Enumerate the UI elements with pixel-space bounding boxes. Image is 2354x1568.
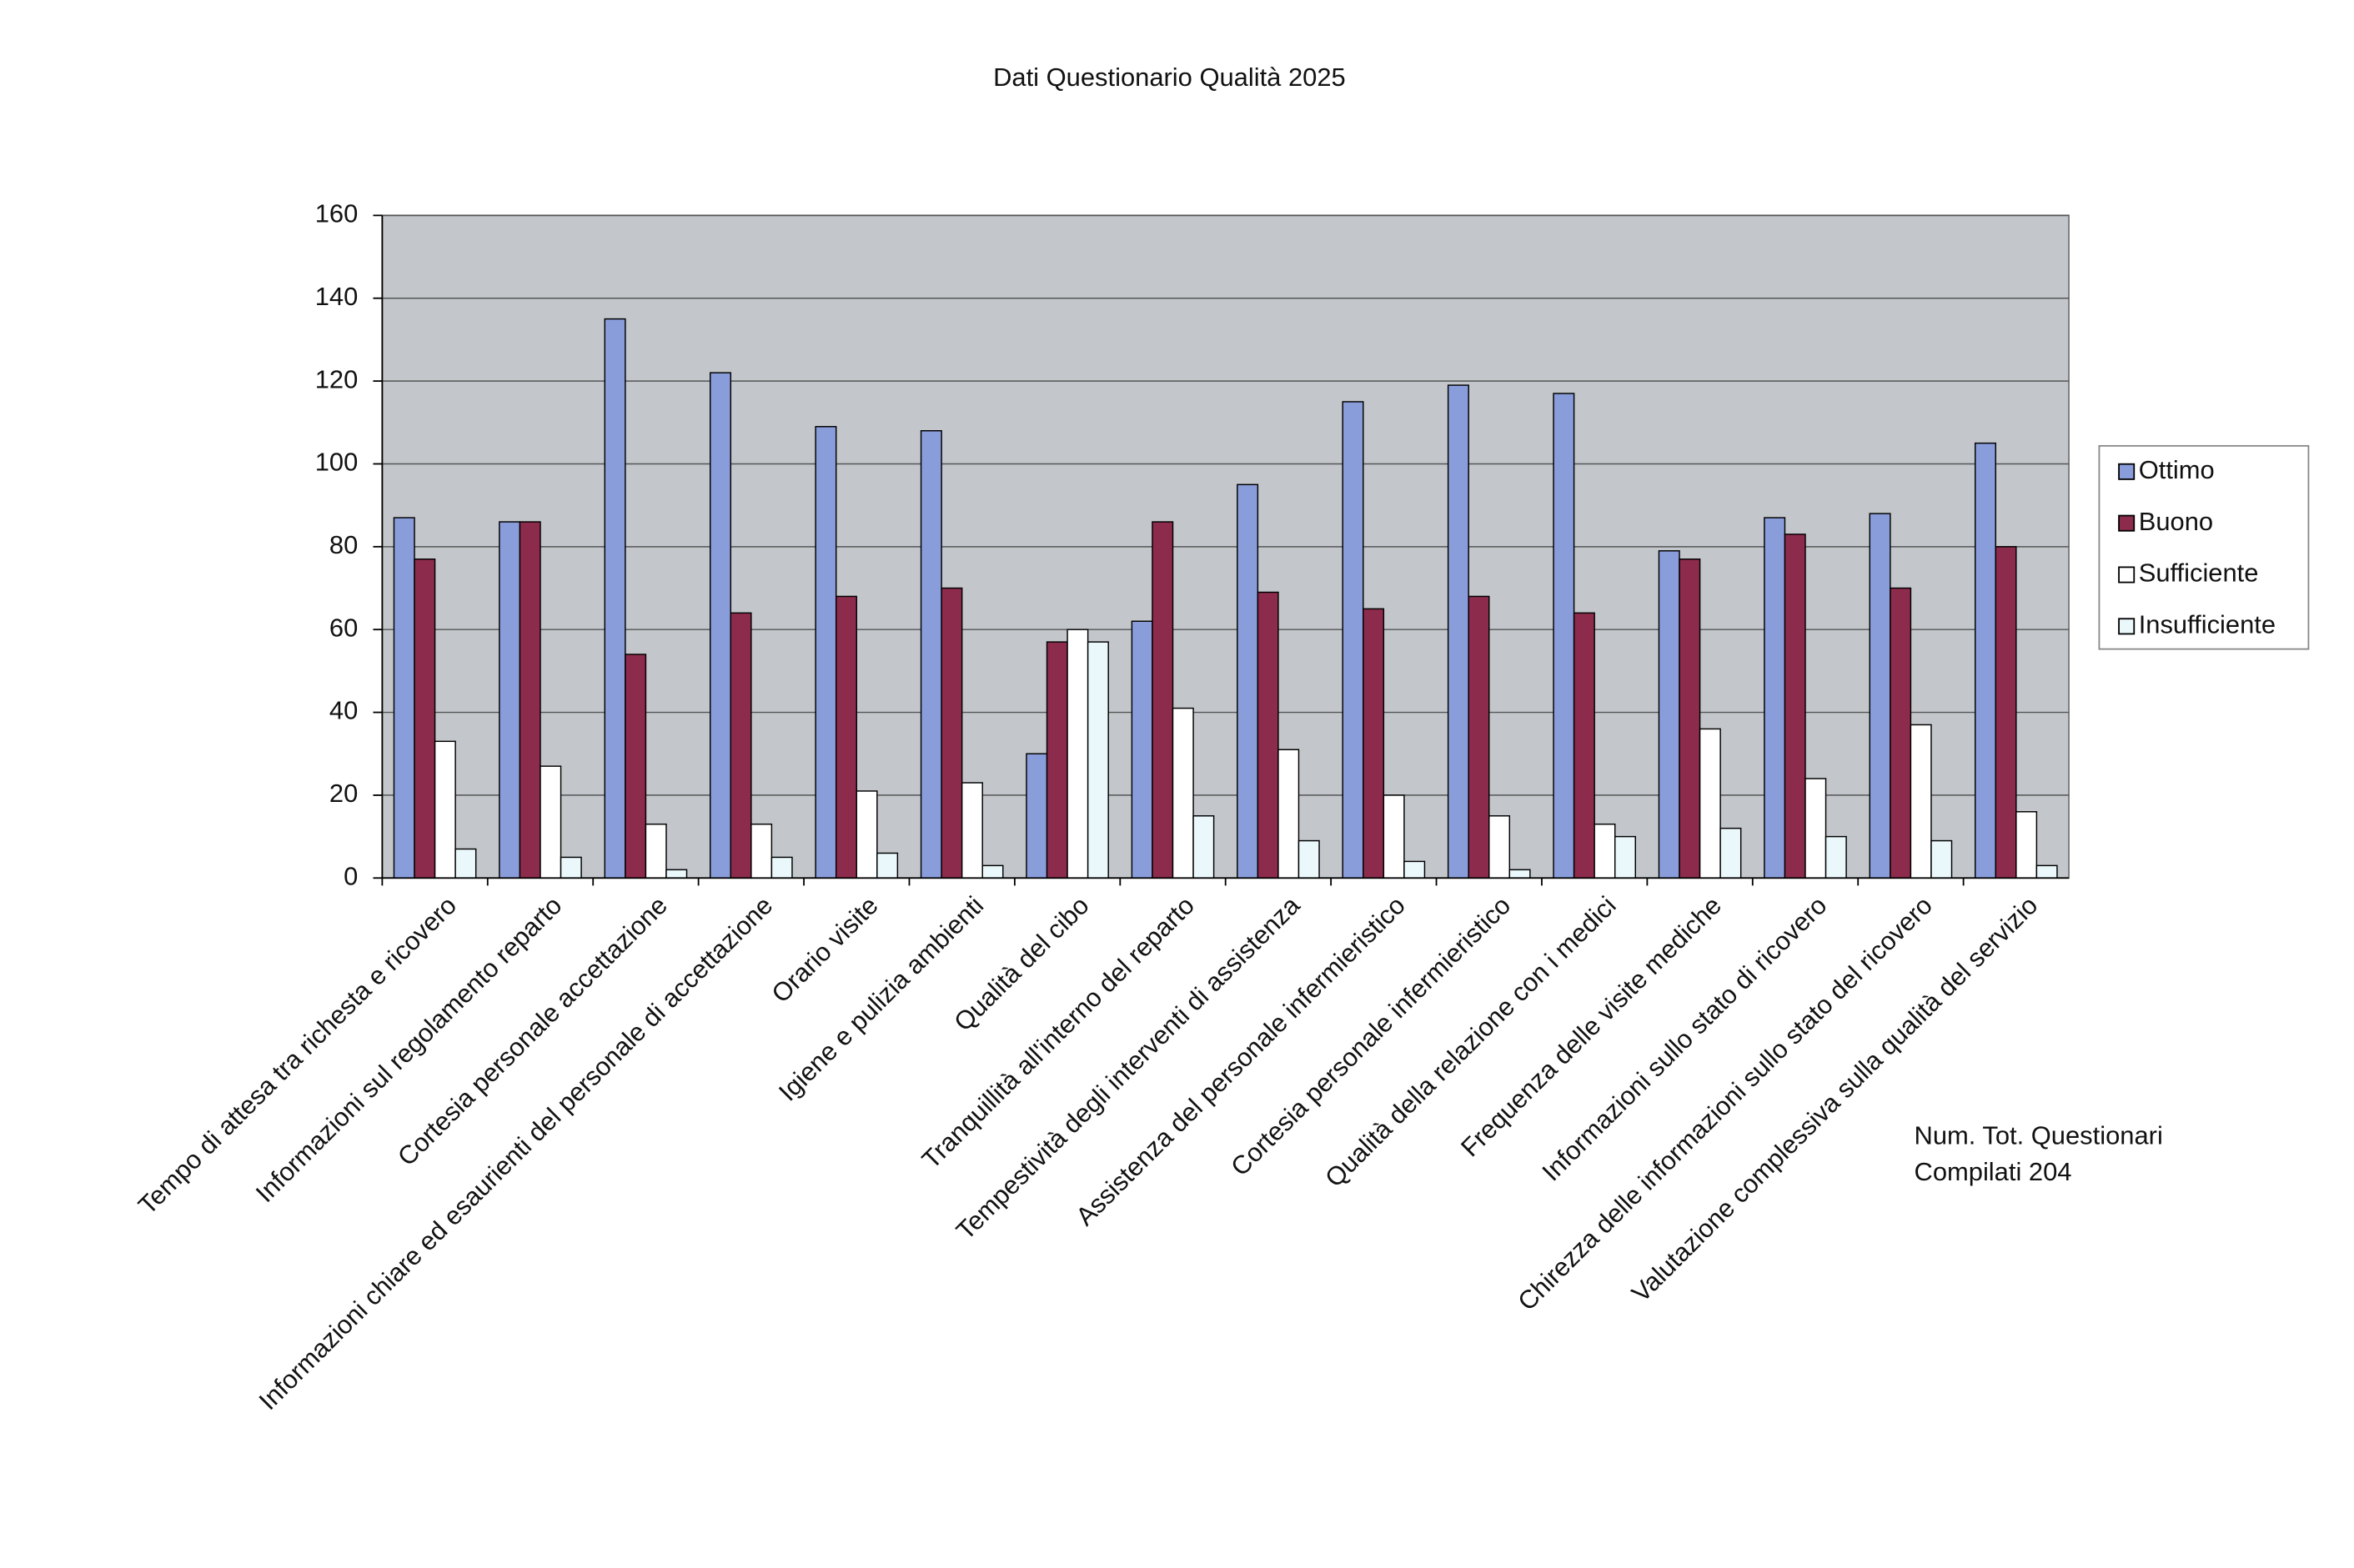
bar [1447, 384, 1469, 879]
bar [499, 521, 521, 879]
note: Num. Tot. Questionari [1915, 1120, 2163, 1150]
bar [414, 559, 436, 879]
bar [1403, 860, 1426, 879]
y-tick-label: 100 [315, 448, 359, 477]
bar [1699, 728, 1721, 879]
y-tick-label: 160 [315, 199, 359, 228]
bar [1488, 815, 1511, 879]
bar [941, 587, 963, 879]
bar [1614, 835, 1637, 879]
y-tick-label: 60 [329, 613, 358, 642]
bar [1277, 749, 1300, 879]
bar [1046, 641, 1068, 879]
bar [625, 654, 647, 879]
bar [815, 426, 837, 879]
bar [1508, 869, 1531, 879]
bar [665, 869, 688, 879]
bar [2015, 811, 2038, 879]
bar [1237, 483, 1259, 879]
y-tick-label: 80 [329, 530, 358, 559]
bar [1026, 753, 1048, 879]
bar [1363, 608, 1385, 879]
bar [1784, 534, 1806, 879]
legend-swatch [2118, 463, 2136, 480]
bar [1974, 442, 1997, 879]
y-tick-label: 40 [329, 696, 358, 725]
bar [1910, 724, 1932, 879]
bar [540, 765, 562, 879]
x-tick-label: Informazioni chiare ed esaurienti del pe… [253, 890, 779, 1415]
bar [434, 740, 456, 879]
legend-swatch [2118, 514, 2136, 532]
bar [835, 595, 857, 879]
note: Compilati 204 [1915, 1157, 2072, 1186]
bar [1658, 550, 1680, 879]
legend-label: Insufficiente [2139, 610, 2276, 639]
y-tick-label: 0 [344, 861, 358, 890]
bar [1804, 778, 1827, 879]
legend-label: Sufficiente [2139, 559, 2259, 588]
bar [730, 612, 752, 879]
bar [1342, 401, 1364, 879]
bar [1890, 587, 1912, 879]
legend-label: Ottimo [2139, 455, 2215, 484]
bar [1995, 546, 2017, 879]
bar [1192, 815, 1215, 879]
bar [920, 430, 942, 879]
y-tick-label: 140 [315, 282, 359, 311]
bar [1679, 559, 1701, 879]
bar [1594, 823, 1616, 879]
bar [393, 517, 415, 879]
bar [1824, 835, 1847, 879]
bar [604, 318, 626, 879]
bar [2035, 864, 2058, 879]
bar [1257, 591, 1279, 879]
bar [519, 521, 541, 879]
bar [454, 848, 477, 879]
y-tick-label: 20 [329, 779, 358, 808]
bar [1172, 707, 1194, 879]
bar [1297, 839, 1320, 879]
x-tick-label: Valutazione complessiva sulla qualità de… [1626, 890, 2044, 1308]
bar [1067, 629, 1089, 879]
bar [1764, 517, 1786, 879]
bar [1719, 827, 1742, 879]
legend-label: Buono [2139, 507, 2213, 536]
legend-swatch [2118, 566, 2136, 584]
bar [1930, 839, 1953, 879]
bar [1468, 595, 1490, 879]
bar [1383, 794, 1405, 879]
x-tick-label: Igiene e pulizia ambienti [773, 890, 989, 1106]
chart-title: Dati Questionario Qualità 2025 [993, 63, 1346, 92]
bar [770, 856, 793, 879]
bar [981, 864, 1004, 879]
legend-swatch [2118, 618, 2136, 635]
bar [1869, 513, 1891, 879]
bar [709, 372, 732, 879]
bar [876, 852, 899, 879]
bar [856, 790, 878, 879]
y-tick-label: 120 [315, 364, 359, 393]
bar [645, 823, 667, 879]
bar [1152, 521, 1174, 879]
bar [1573, 612, 1595, 879]
bar [1553, 393, 1575, 879]
bar [1087, 641, 1109, 879]
x-tick-label: Orario visite [765, 890, 883, 1008]
bar [1131, 620, 1153, 879]
bar [560, 856, 582, 879]
bar [961, 782, 983, 879]
bar [750, 823, 773, 879]
